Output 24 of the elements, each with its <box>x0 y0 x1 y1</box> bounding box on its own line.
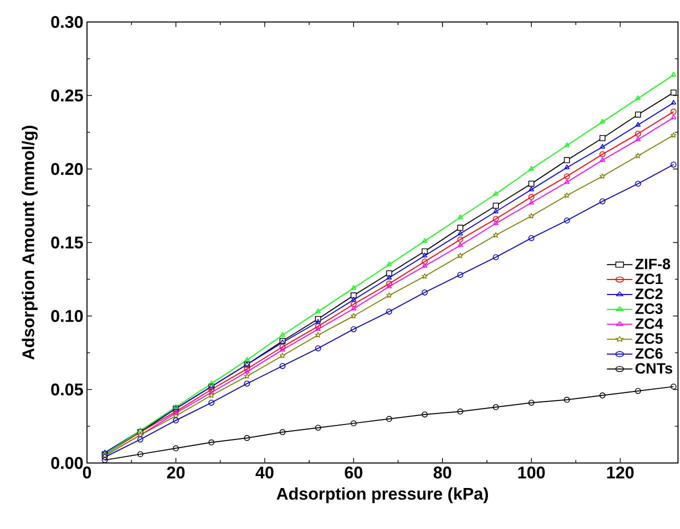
legend-label: ZC1 <box>635 274 663 284</box>
legend-label: ZIF-8 <box>635 258 670 270</box>
x-tick-label: 40 <box>256 466 274 479</box>
legend-label: ZC5 <box>635 333 663 344</box>
x-tick-label: 80 <box>434 466 452 479</box>
x-tick-label: 0 <box>82 466 92 479</box>
legend-label: ZC2 <box>635 288 663 300</box>
y-tick-label: 0.00 <box>51 457 83 469</box>
legend-label: ZC3 <box>635 303 663 314</box>
x-tick-label: 20 <box>167 466 185 479</box>
x-tick-label: 60 <box>344 466 362 479</box>
legend-label: CNTs <box>636 363 672 374</box>
y-tick-label: 0.10 <box>51 310 83 322</box>
x-tick-label: 120 <box>607 466 634 479</box>
x-tick-label: 100 <box>518 466 545 479</box>
y-tick-label: 0.05 <box>51 384 84 396</box>
y-tick-label: 0.25 <box>51 90 84 102</box>
y-tick-label: 0.30 <box>51 16 83 28</box>
legend-label: ZC4 <box>635 318 664 329</box>
x-axis-title: Adsorption pressure (kPa) <box>276 487 488 504</box>
y-axis-title: Adsorption Amount (mmol/g) <box>22 126 38 360</box>
y-tick-label: 0.20 <box>51 163 83 175</box>
y-tick-label: 0.15 <box>51 236 84 248</box>
legend-label: ZC6 <box>635 348 663 359</box>
